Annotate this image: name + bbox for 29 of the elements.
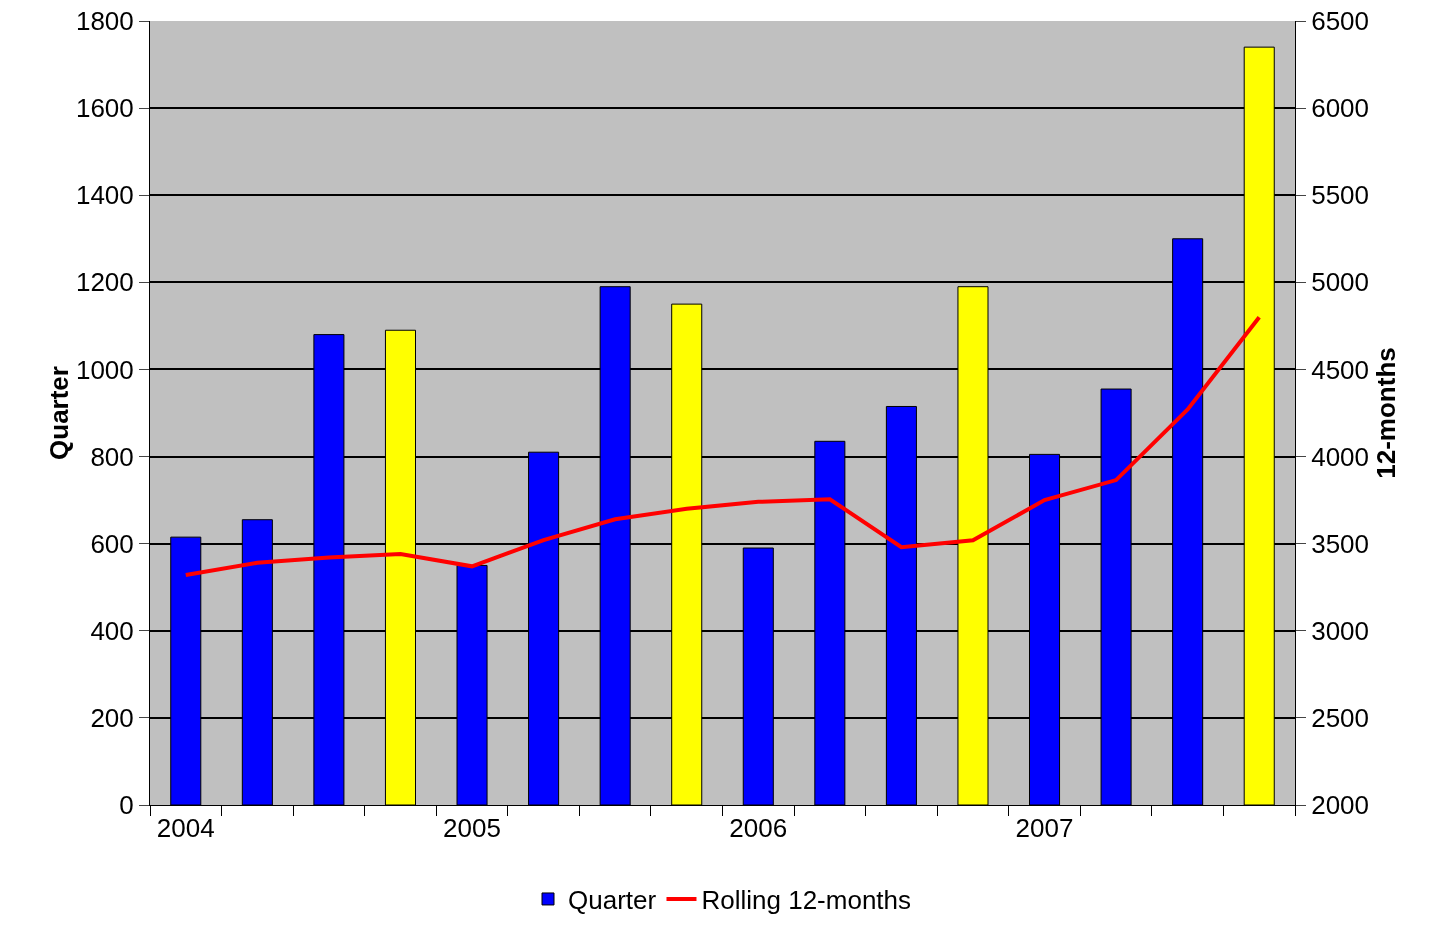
y2-tick-label: 2000 (1311, 790, 1370, 821)
legend-label: Rolling 12-months (701, 885, 912, 916)
legend-label: Quarter (568, 885, 657, 916)
y2-tick-label: 4500 (1311, 354, 1370, 385)
x-tick-label: 2004 (156, 813, 215, 844)
y-tick-label: 200 (90, 702, 134, 733)
y-tick-label: 0 (119, 790, 134, 821)
y2-tick-label: 2500 (1311, 702, 1370, 733)
y-tick-label: 400 (90, 615, 134, 646)
y2-axis-title: 12-months (1371, 347, 1402, 479)
y-axis-title: Quarter (43, 366, 74, 460)
y-tick-label: 1200 (75, 267, 134, 298)
line-series (183, 315, 1262, 578)
y-tick-label: 800 (90, 441, 134, 472)
y2-tick-label: 6000 (1311, 93, 1370, 124)
y-tick-label: 1400 (75, 180, 134, 211)
y-tick-label: 600 (90, 528, 134, 559)
x-tick-label: 2006 (729, 813, 788, 844)
y2-tick-label: 3500 (1311, 528, 1370, 559)
y-tick-label: 1000 (75, 354, 134, 385)
y2-tick-label: 5000 (1311, 267, 1370, 298)
y2-tick-label: 4000 (1311, 441, 1370, 472)
y2-tick-label: 3000 (1311, 615, 1370, 646)
y2-tick-label: 5500 (1311, 180, 1370, 211)
y-tick-label: 1600 (75, 93, 134, 124)
y-tick-label: 1800 (75, 6, 134, 37)
x-tick-label: 2007 (1015, 813, 1074, 844)
x-tick-label: 2005 (443, 813, 501, 844)
y2-tick-label: 6500 (1311, 6, 1370, 37)
